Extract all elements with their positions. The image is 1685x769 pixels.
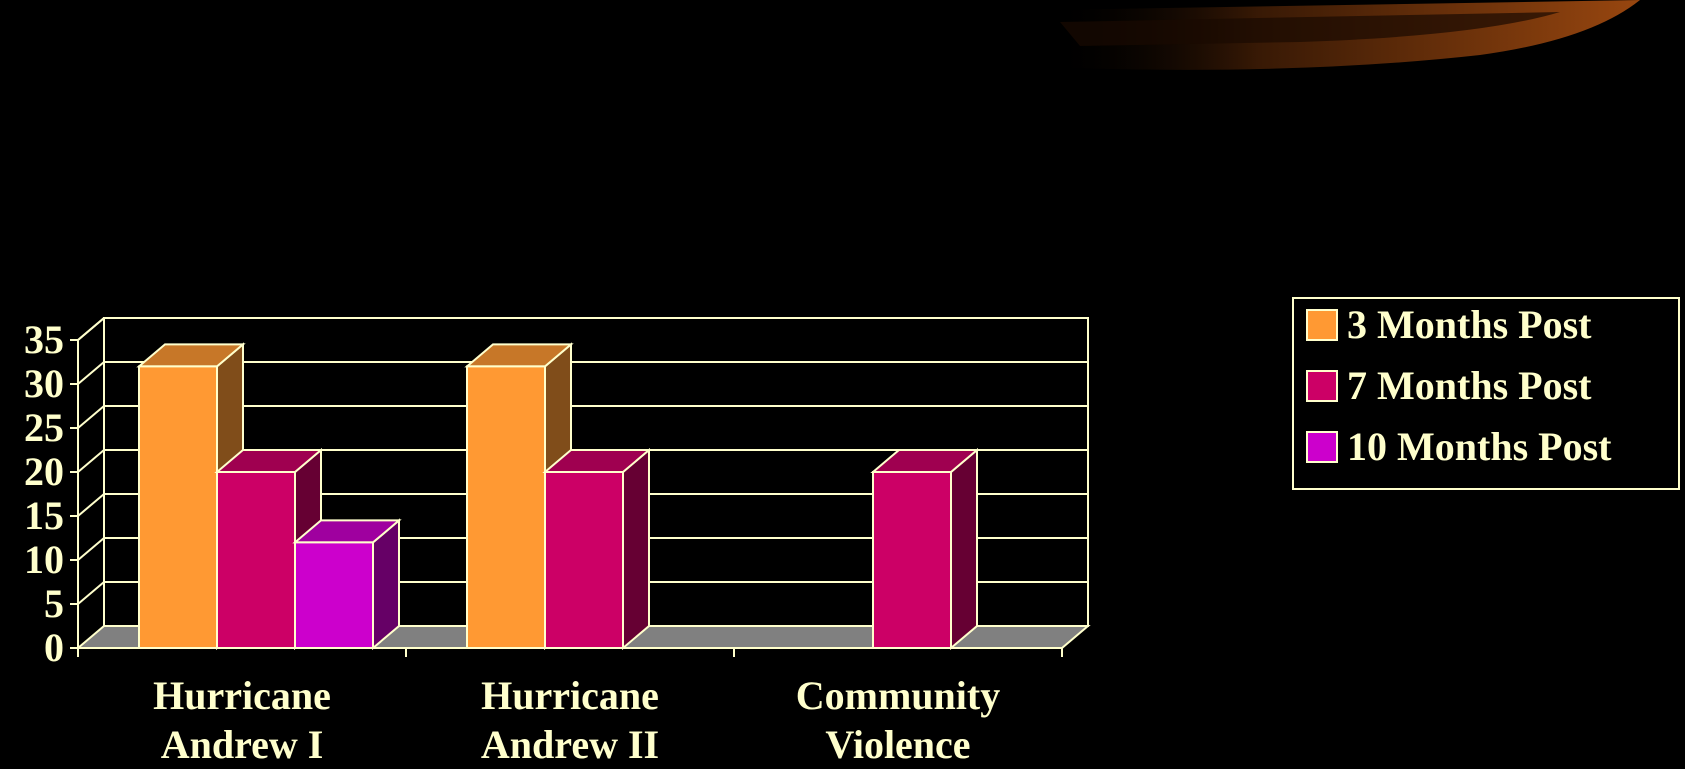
x-category-label-line: Community (796, 673, 1000, 718)
bar-front (544, 471, 624, 649)
y-tick-label: 30 (24, 361, 64, 406)
y-tick-label: 5 (44, 581, 64, 626)
bar-front (138, 365, 218, 649)
y-tick-label: 25 (24, 405, 64, 450)
legend-label: 7 Months Post (1347, 363, 1592, 408)
gridline-side (77, 405, 105, 429)
gridline-side (77, 493, 105, 517)
gridline-side (77, 361, 105, 385)
gridline-side (77, 537, 105, 561)
y-tick-label: 35 (24, 317, 64, 362)
legend-label: 3 Months Post (1347, 302, 1592, 347)
legend-swatch (1306, 370, 1338, 402)
bar-front (872, 471, 952, 649)
y-tick-label: 15 (24, 493, 64, 538)
x-category-label: Hurricane Andrew I (153, 673, 331, 767)
legend-box (1292, 297, 1680, 490)
y-tick-label: 20 (24, 449, 64, 494)
legend-label: 10 Months Post (1347, 424, 1612, 469)
legend-swatch (1306, 431, 1338, 463)
x-category-label-line: Violence (825, 722, 970, 767)
gridline-side (77, 581, 105, 605)
bars (136, 342, 980, 651)
y-tick-label: 10 (24, 537, 64, 582)
bar-front (294, 541, 374, 650)
background-swoosh (1050, 0, 1640, 70)
bar (542, 447, 652, 651)
x-category-label: Hurricane Andrew II (481, 673, 659, 767)
bar-side (622, 447, 650, 651)
y-tick-label: 0 (44, 625, 64, 670)
x-category-label-line: Andrew I (161, 722, 324, 767)
x-category-label-line: Hurricane (153, 673, 331, 718)
axes (77, 340, 1063, 657)
bar-side (950, 447, 978, 651)
bar (292, 518, 402, 651)
x-category-label-line: Hurricane (481, 673, 659, 718)
legend: 3 Months Post 7 Months Post 10 Months Post (1292, 297, 1680, 490)
bar-front (216, 471, 296, 649)
bar-front (466, 365, 546, 649)
legend-swatch (1306, 309, 1338, 341)
x-category-label-line: Andrew II (481, 722, 659, 767)
gridline-side (77, 449, 105, 473)
gridline-side (77, 317, 105, 341)
bar (870, 447, 980, 651)
x-category-label: Community Violence (796, 673, 1000, 767)
